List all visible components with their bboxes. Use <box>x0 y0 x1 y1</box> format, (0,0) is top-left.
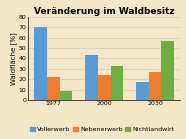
Bar <box>34 27 47 100</box>
Bar <box>161 41 174 100</box>
Bar <box>110 66 123 100</box>
Y-axis label: Waldfläche [%]: Waldfläche [%] <box>10 32 17 85</box>
Bar <box>149 72 161 100</box>
Bar <box>60 91 72 100</box>
Title: Veränderung im Waldbesitz: Veränderung im Waldbesitz <box>34 7 174 16</box>
Bar <box>85 55 98 100</box>
Bar <box>136 82 149 100</box>
Bar <box>47 77 60 100</box>
Bar <box>98 75 110 100</box>
Legend: Vollerwerb, Nebenerwerb, Nichtlandwirt: Vollerwerb, Nebenerwerb, Nichtlandwirt <box>28 124 177 135</box>
